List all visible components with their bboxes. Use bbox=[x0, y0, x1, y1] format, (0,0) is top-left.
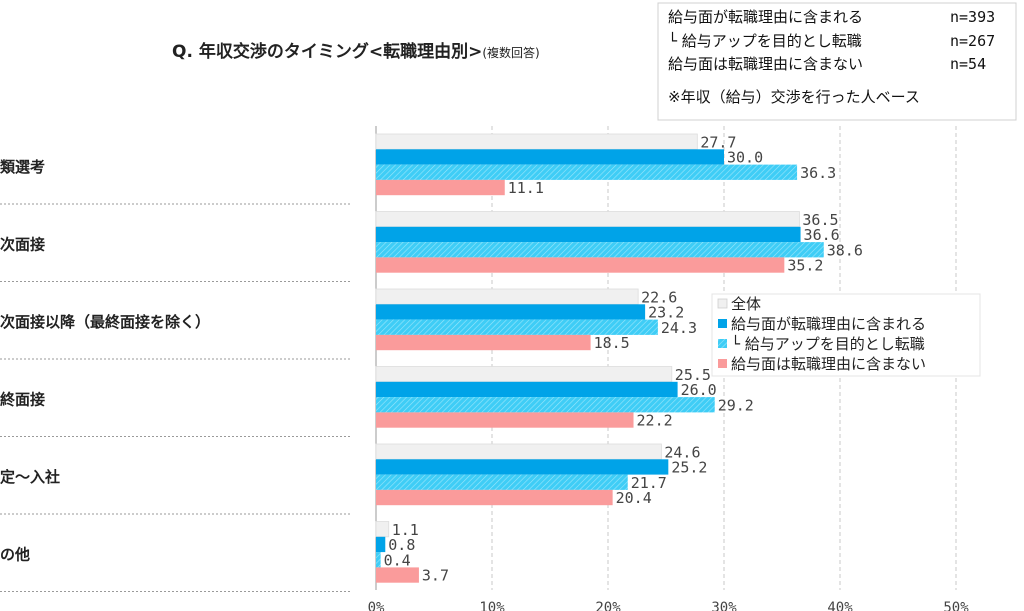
value-label: 22.6 bbox=[641, 288, 677, 306]
bar bbox=[376, 149, 724, 165]
info-row-label: └ 給与アップを目的とし転職 bbox=[668, 31, 862, 50]
value-label: 1.1 bbox=[392, 521, 419, 539]
x-tick-label: 0% bbox=[368, 600, 385, 611]
bar bbox=[376, 334, 591, 351]
bar bbox=[376, 381, 678, 398]
legend-swatch bbox=[717, 298, 728, 309]
info-box-frame bbox=[657, 2, 1017, 121]
value-label: 24.3 bbox=[661, 319, 697, 337]
bar bbox=[376, 226, 801, 243]
bar bbox=[375, 521, 390, 538]
info-row-n: n=54 bbox=[950, 55, 986, 73]
x-tick-label: 30% bbox=[711, 600, 737, 611]
value-label: 24.6 bbox=[664, 443, 700, 461]
value-label: 38.6 bbox=[827, 241, 863, 259]
x-tick-label: 40% bbox=[827, 600, 853, 611]
bar bbox=[376, 567, 419, 583]
x-tick-label: 10% bbox=[479, 600, 505, 611]
x-tick-label: 20% bbox=[595, 600, 621, 611]
info-row-label: 給与面が転職理由に含まれる bbox=[668, 8, 863, 26]
legend-frame bbox=[711, 293, 981, 377]
legend-label: └ 給与アップを目的とし転職 bbox=[731, 334, 925, 353]
category-label: 次面接以降（最終面接を除く） bbox=[0, 313, 210, 331]
bar bbox=[375, 133, 698, 150]
legend-label: 給与面が転職理由に含まれる bbox=[731, 315, 926, 333]
bar bbox=[376, 412, 634, 428]
bar bbox=[376, 397, 715, 413]
legend-label: 全体 bbox=[731, 295, 761, 313]
legend-label: 給与面は転職理由に含まない bbox=[731, 355, 926, 373]
value-label: 20.4 bbox=[616, 489, 652, 507]
chart-title-main: Q. 年収交渉のタイミング<転職理由別> bbox=[172, 41, 482, 62]
legend-swatch bbox=[718, 319, 727, 328]
bar bbox=[375, 211, 800, 228]
category-label: 終面接 bbox=[0, 391, 45, 409]
value-label: 0.8 bbox=[388, 536, 415, 554]
bar bbox=[375, 288, 639, 305]
value-label: 0.4 bbox=[384, 551, 411, 569]
bar bbox=[376, 474, 628, 490]
value-label: 3.7 bbox=[422, 567, 449, 585]
value-label: 23.2 bbox=[648, 304, 684, 322]
value-label: 27.7 bbox=[700, 133, 736, 151]
chart-title-note: (複数回答) bbox=[482, 45, 539, 60]
info-row-n: n=267 bbox=[950, 32, 995, 50]
value-label: 25.2 bbox=[671, 459, 707, 477]
value-label: 21.7 bbox=[631, 474, 667, 492]
bars bbox=[375, 133, 824, 583]
legend-swatch bbox=[718, 359, 727, 368]
category-separators bbox=[0, 203, 350, 592]
value-labels: 27.736.522.625.524.61.130.036.623.226.02… bbox=[384, 133, 863, 584]
category-label: 次面接 bbox=[0, 236, 45, 254]
bar bbox=[376, 489, 613, 506]
chart-title: Q. 年収交渉のタイミング<転職理由別>(複数回答) bbox=[172, 41, 540, 62]
value-label: 36.6 bbox=[804, 226, 840, 244]
bar bbox=[376, 164, 798, 180]
bar bbox=[376, 459, 669, 475]
value-label: 18.5 bbox=[594, 334, 630, 352]
value-label: 29.2 bbox=[718, 396, 754, 414]
value-label: 11.1 bbox=[508, 179, 544, 197]
bar bbox=[375, 366, 673, 383]
x-tick-labels: 0% 10% 20% 30% 40% 50% bbox=[368, 600, 970, 611]
x-tick-label: 50% bbox=[943, 600, 969, 611]
value-label: 22.2 bbox=[637, 412, 673, 430]
value-label: 36.3 bbox=[800, 164, 836, 182]
value-label: 35.2 bbox=[787, 257, 823, 275]
info-note: ※年収（給与）交渉を行った人ベース bbox=[668, 88, 920, 106]
bar bbox=[376, 304, 646, 320]
value-label: 30.0 bbox=[727, 149, 763, 167]
bar bbox=[376, 257, 785, 273]
info-row-label: 給与面は転職理由に含まない bbox=[668, 55, 863, 73]
category-label: 類選考 bbox=[0, 158, 45, 176]
info-box: 給与面が転職理由に含まれる n=393 └ 給与アップを目的とし転職 n=267… bbox=[657, 2, 1017, 121]
category-label: の他 bbox=[0, 546, 30, 564]
bar bbox=[376, 319, 658, 335]
bar bbox=[375, 443, 662, 460]
value-label: 26.0 bbox=[681, 381, 717, 399]
value-label: 25.5 bbox=[675, 366, 711, 384]
bar bbox=[376, 536, 386, 553]
category-label: 定～入社 bbox=[0, 468, 60, 486]
info-row-n: n=393 bbox=[950, 8, 995, 26]
bar bbox=[376, 242, 824, 258]
legend-swatch bbox=[718, 339, 727, 348]
value-label: 36.5 bbox=[802, 211, 838, 229]
bar bbox=[376, 552, 381, 568]
bar bbox=[376, 179, 505, 196]
